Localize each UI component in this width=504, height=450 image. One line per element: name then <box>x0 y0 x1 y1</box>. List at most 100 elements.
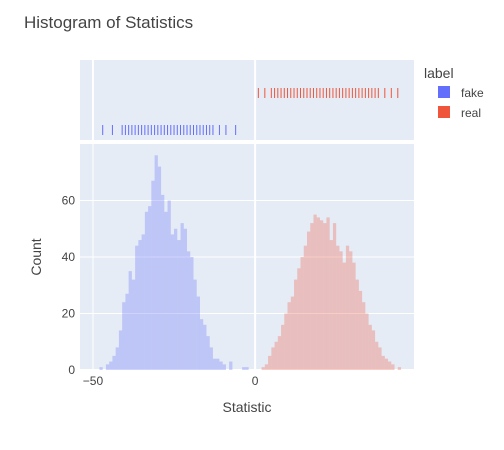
histogram-bar-fake[interactable] <box>122 302 126 370</box>
histogram-bar-real[interactable] <box>362 302 366 370</box>
histogram-bar-fake[interactable] <box>242 367 246 370</box>
histogram-bar-fake[interactable] <box>190 257 194 370</box>
histogram-bar-fake[interactable] <box>212 358 217 370</box>
histogram-bar-real[interactable] <box>310 223 314 370</box>
histogram-bar-fake[interactable] <box>131 279 136 370</box>
histogram-bar-real[interactable] <box>268 355 272 370</box>
histogram-bar-real[interactable] <box>274 341 278 370</box>
histogram-bar-fake[interactable] <box>135 245 139 370</box>
histogram-bar-fake[interactable] <box>167 200 171 371</box>
histogram-bar-real[interactable] <box>290 296 295 370</box>
histogram-bar-real[interactable] <box>355 279 359 370</box>
histogram-bar-real[interactable] <box>388 361 392 370</box>
histogram-bar-real[interactable] <box>271 347 275 370</box>
histogram-bar-real[interactable] <box>358 290 363 370</box>
x-axis-title: Statistic <box>222 399 271 415</box>
y-tick-label: 40 <box>62 250 76 264</box>
chart-title: Histogram of Statistics <box>24 13 193 32</box>
histogram-bar-fake[interactable] <box>109 361 113 370</box>
y-tick-label: 0 <box>68 363 75 377</box>
histogram-bar-fake[interactable] <box>141 234 145 370</box>
histogram-bar-fake[interactable] <box>164 211 168 370</box>
legend-item-fake[interactable]: fake <box>438 86 484 100</box>
histogram-bar-real[interactable] <box>336 245 340 370</box>
histogram-bar-real[interactable] <box>342 262 346 370</box>
histogram-bar-fake[interactable] <box>118 330 123 370</box>
histogram-bar-real[interactable] <box>378 347 382 370</box>
histogram-bar-real[interactable] <box>287 302 291 370</box>
histogram-bar-fake[interactable] <box>180 223 184 370</box>
histogram-bar-fake[interactable] <box>187 251 191 370</box>
histogram-bar-fake[interactable] <box>216 358 220 370</box>
x-tick-label: 0 <box>252 374 259 388</box>
histogram-bar-real[interactable] <box>332 223 337 370</box>
histogram-bar-fake[interactable] <box>174 228 178 370</box>
histogram-bar-real[interactable] <box>313 214 317 370</box>
histogram-bar-real[interactable] <box>264 364 269 370</box>
histogram-bar-real[interactable] <box>316 217 320 370</box>
histogram-bar-fake[interactable] <box>154 155 158 370</box>
histogram-bar-real[interactable] <box>381 355 385 370</box>
histogram-bar-fake[interactable] <box>148 206 152 370</box>
legend: label fake real <box>424 65 484 120</box>
histogram-bar-fake[interactable] <box>206 336 210 370</box>
histogram-bar-real[interactable] <box>329 240 333 370</box>
histogram-bar-real[interactable] <box>375 341 379 370</box>
histogram-bar-real[interactable] <box>349 251 353 370</box>
histogram-bars <box>99 155 402 371</box>
histogram-bar-fake[interactable] <box>203 324 207 370</box>
histogram-bar-fake[interactable] <box>105 364 110 370</box>
histogram-bar-real[interactable] <box>281 324 285 370</box>
histogram-bar-real[interactable] <box>306 231 311 370</box>
histogram-bar-real[interactable] <box>371 330 376 370</box>
histogram-bar-fake[interactable] <box>183 228 188 370</box>
histogram-bar-fake[interactable] <box>157 166 162 370</box>
histogram-bar-real[interactable] <box>277 336 282 370</box>
histogram-bar-real[interactable] <box>339 251 343 370</box>
histogram-bar-fake[interactable] <box>245 367 249 370</box>
histogram-bar-fake[interactable] <box>222 364 226 370</box>
histogram-bar-fake[interactable] <box>229 361 233 370</box>
histogram-bar-real[interactable] <box>284 313 288 371</box>
histogram-bar-fake[interactable] <box>161 194 165 370</box>
legend-swatch-real <box>438 106 450 118</box>
histogram-bar-real[interactable] <box>294 279 298 370</box>
histogram-bar-fake[interactable] <box>128 271 132 370</box>
y-tick-label: 20 <box>62 307 76 321</box>
histogram-bar-real[interactable] <box>326 217 330 370</box>
histogram-bar-fake[interactable] <box>209 347 213 370</box>
histogram-bar-real[interactable] <box>323 223 327 370</box>
histogram-bar-real[interactable] <box>261 367 265 370</box>
histogram-bar-real[interactable] <box>297 268 301 370</box>
histogram-bar-real[interactable] <box>352 262 356 370</box>
histogram-bar-fake[interactable] <box>99 367 103 370</box>
legend-swatch-fake <box>438 86 450 98</box>
histogram-bar-real[interactable] <box>319 220 324 370</box>
histogram-bar-fake[interactable] <box>193 279 197 370</box>
histogram-bar-fake[interactable] <box>199 319 204 370</box>
histogram-bar-real[interactable] <box>345 245 350 370</box>
histogram-bar-real[interactable] <box>365 313 369 371</box>
legend-title: label <box>424 65 454 81</box>
histogram-bar-real[interactable] <box>397 367 402 370</box>
axis-ticks: 0 20 40 60 −50 0 <box>62 194 259 389</box>
histogram-bar-real[interactable] <box>368 324 372 370</box>
histogram-bar-fake[interactable] <box>151 180 155 370</box>
histogram-bar-fake[interactable] <box>177 240 181 370</box>
histogram-bar-fake[interactable] <box>112 355 116 370</box>
histogram-bar-fake[interactable] <box>138 240 142 370</box>
histogram-bar-fake[interactable] <box>170 234 175 370</box>
histogram-bar-real[interactable] <box>303 245 307 370</box>
histogram-bar-real[interactable] <box>384 358 389 370</box>
histogram-bar-fake[interactable] <box>144 211 149 370</box>
legend-item-real[interactable]: real <box>438 106 481 120</box>
histogram-bar-fake[interactable] <box>219 361 223 370</box>
legend-label-real: real <box>461 106 481 120</box>
histogram-bar-fake[interactable] <box>125 293 129 370</box>
histogram-bar-real[interactable] <box>300 257 304 370</box>
histogram-bar-real[interactable] <box>391 364 395 370</box>
histogram-bar-fake[interactable] <box>196 296 200 370</box>
histogram-bar-fake[interactable] <box>115 347 119 370</box>
